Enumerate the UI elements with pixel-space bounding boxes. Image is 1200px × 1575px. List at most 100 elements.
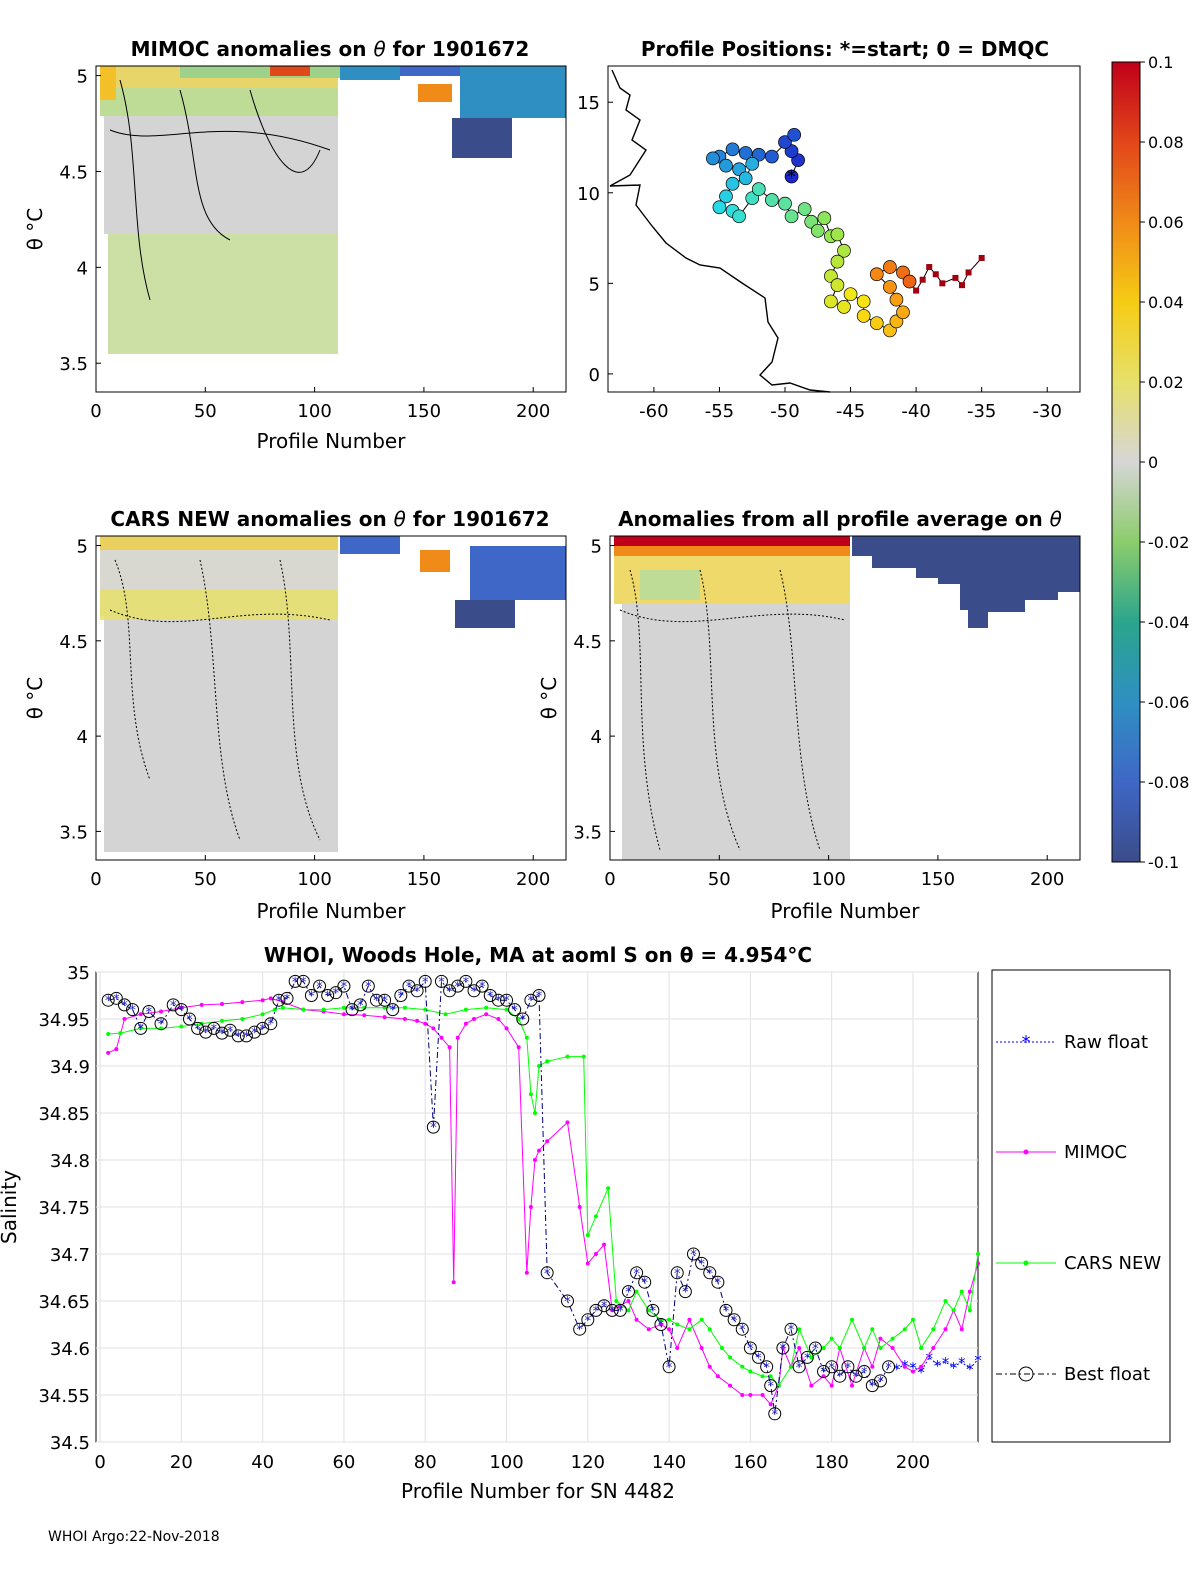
y-tick-label: 34.9 [50,1057,90,1078]
data-point [735,1322,749,1336]
data-point-star: * [113,992,120,1007]
data-point [597,1299,611,1313]
average-heatmap [614,536,1080,860]
data-point [602,1242,607,1247]
data-point [341,1012,346,1017]
data-point [268,996,273,1001]
colorbar-tick-label: -0.08 [1148,773,1189,792]
data-point [382,1015,387,1020]
profile-marker [745,156,760,171]
profile-marker [725,142,740,157]
data-point [378,993,392,1007]
data-point-star: * [633,1267,640,1282]
data-point-star: * [853,1370,860,1385]
x-tick-label: 80 [414,1452,437,1473]
data-point [654,1318,668,1331]
data-point [426,1120,440,1134]
data-point [902,1327,907,1332]
profile-marker [837,300,851,314]
data-point [610,1308,615,1313]
data-point [260,998,265,1003]
data-point [248,1025,262,1039]
series-line [896,1356,979,1373]
cars-xticks: 0 50 100 150 200 [90,855,550,890]
data-point [873,1374,887,1388]
data-point [577,1205,582,1209]
x-tick-label: -30 [1033,401,1062,422]
data-point [662,1360,676,1374]
profile-marker [797,202,812,216]
profile-marker [869,267,884,282]
data-point [976,1252,980,1256]
mimoc-patch-orange [418,84,452,102]
data-point-star: * [341,980,348,995]
x-tick-label: 50 [194,401,217,422]
profile-marker [830,278,845,292]
x-tick-label: 140 [652,1452,686,1473]
data-point-star: * [650,1304,657,1319]
colorbar-tick-label: 0.08 [1148,133,1184,152]
colorbar-tick-label: -0.02 [1148,533,1189,552]
data-point [768,1407,782,1421]
data-point [768,1402,773,1407]
data-point [410,984,424,998]
data-point-star: * [715,1276,722,1291]
data-point [573,1322,587,1336]
x-tick-label: -55 [705,401,734,422]
data-point [500,993,514,1007]
cars-panel: CARS NEW anomalies on θ for 1901672 0 50 1… [23,507,567,923]
data-point [667,1317,672,1322]
profile-marker [837,243,851,258]
data-point [634,1289,639,1294]
data-point [621,1285,635,1299]
x-tick-label: 50 [708,869,731,890]
cars-xlabel: Profile Number [257,899,407,923]
data-point: * [917,1364,925,1382]
data-point [728,1383,733,1388]
y-tick-label: 34.85 [38,1104,90,1125]
salinity-xlabel: Profile Number for SN 4482 [401,1479,675,1503]
mimoc-patch-blue-2 [400,66,460,76]
data-point-star: * [292,975,299,990]
data-point-star: * [276,994,283,1009]
data-point [463,1021,468,1026]
y-tick-label: 5 [589,274,600,295]
data-point-star: * [251,1026,258,1041]
data-point [394,989,408,1002]
profile-marker [751,182,766,197]
data-point-star: * [788,1323,795,1338]
cars-axes [95,535,567,861]
y-tick-label: 34.6 [50,1339,90,1360]
data-point [491,993,505,1007]
data-point [159,1009,164,1014]
data-point [321,989,335,1002]
data-point-star: * [373,994,380,1009]
profile-marker [830,254,845,269]
data-point [833,1369,847,1383]
coastline [609,69,831,393]
data-point [467,984,481,998]
data-point-star: * [690,1248,697,1263]
legend-raw-float-label: Raw float [1064,1032,1148,1053]
data-point [687,1317,692,1322]
data-point [434,974,448,988]
data-point-star: * [641,1276,648,1291]
profile-marker [919,276,926,283]
data-point [809,1383,814,1388]
data-point [849,1369,863,1383]
cars-contours [109,559,331,841]
data-point [760,1374,765,1379]
cars-field-top [100,536,338,550]
data-point [910,1369,915,1374]
data-point-star: * [520,1013,527,1028]
data-point-star: * [333,987,340,1002]
data-point-star: * [211,1022,218,1037]
data-point [496,1017,501,1021]
data-point-star: * [129,1004,136,1019]
data-point: * [974,1351,982,1369]
legend-mimoc: MIMOC [996,1142,1127,1163]
data-point [154,1017,168,1031]
colorbar-tick-label: 0.1 [1148,53,1173,72]
data-point [870,1364,875,1369]
data-point [703,1266,717,1280]
